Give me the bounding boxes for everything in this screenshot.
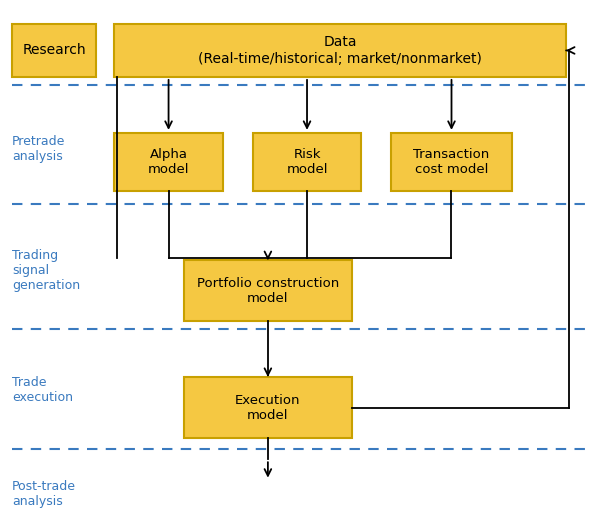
FancyBboxPatch shape — [253, 133, 361, 191]
FancyBboxPatch shape — [12, 24, 96, 77]
Text: Trade
execution: Trade execution — [12, 376, 73, 404]
Text: Risk
model: Risk model — [287, 148, 327, 176]
Text: Research: Research — [22, 44, 86, 57]
Text: Execution
model: Execution model — [235, 393, 300, 422]
FancyBboxPatch shape — [184, 260, 352, 321]
Text: Alpha
model: Alpha model — [148, 148, 189, 176]
FancyBboxPatch shape — [114, 24, 566, 77]
Text: Post-trade
analysis: Post-trade analysis — [12, 480, 76, 508]
FancyBboxPatch shape — [184, 377, 352, 438]
Text: Portfolio construction
model: Portfolio construction model — [197, 277, 339, 305]
FancyBboxPatch shape — [114, 133, 223, 191]
Text: Data
(Real-time/historical; market/nonmarket): Data (Real-time/historical; market/nonma… — [198, 36, 482, 65]
Text: Pretrade
analysis: Pretrade analysis — [12, 135, 66, 162]
Text: Trading
signal
generation: Trading signal generation — [12, 250, 80, 292]
FancyBboxPatch shape — [391, 133, 512, 191]
Text: Transaction
cost model: Transaction cost model — [414, 148, 489, 176]
